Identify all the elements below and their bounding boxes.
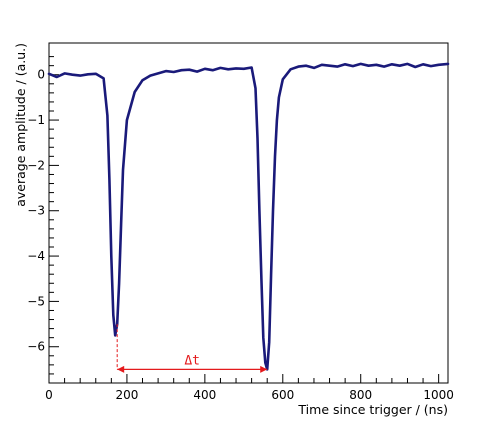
x-tick-label: 1000 — [423, 388, 454, 402]
delta-t-annotation: Δt — [116, 324, 268, 373]
x-tick-label: 600 — [271, 388, 294, 402]
arrow-head-left — [117, 365, 125, 373]
arrow-head-right — [260, 365, 268, 373]
y-tick-label: −6 — [27, 340, 45, 354]
x-tick-label: 400 — [193, 388, 216, 402]
y-tick-label: −2 — [27, 158, 45, 172]
y-tick-label: −1 — [27, 113, 45, 127]
y-tick-label: 0 — [37, 68, 45, 82]
x-tick-label: 200 — [115, 388, 138, 402]
series-line — [47, 62, 450, 371]
annotation-label: Δt — [184, 353, 200, 368]
y-tick-label: −4 — [27, 249, 45, 263]
x-tick-label: 0 — [45, 388, 53, 402]
tick-labels: 0 200 400 600 800 1000 0 −1 −2 −3 −4 −5 −6 — [27, 68, 454, 402]
y-tick-label: −3 — [27, 204, 45, 218]
y-axis-title: average amplitude / (a.u.) — [13, 43, 28, 207]
plot-frame — [48, 42, 449, 384]
x-tick-label: 800 — [349, 388, 372, 402]
y-tick-label: −5 — [27, 294, 45, 308]
x-axis-title: Time since trigger / (ns) — [297, 402, 448, 417]
tick-marks — [48, 56, 440, 384]
